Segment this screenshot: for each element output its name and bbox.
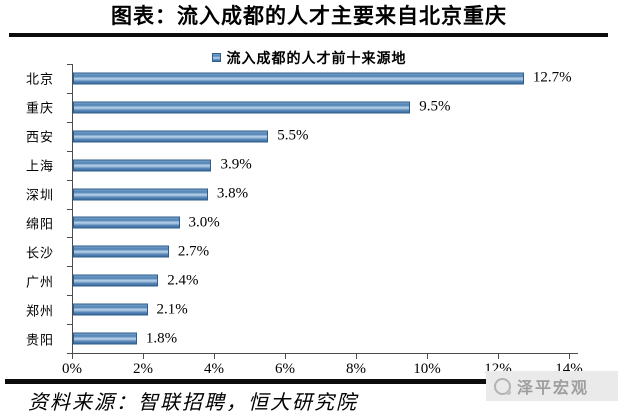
- bar-value-label: 3.0%: [188, 214, 220, 231]
- y-axis-label: 北京: [25, 71, 54, 87]
- bar-value-label: 3.9%: [220, 156, 252, 173]
- bar-value-label: 2.7%: [177, 243, 210, 260]
- y-axis-label: 贵阳: [25, 332, 54, 348]
- x-tick-label: 6%: [275, 361, 295, 377]
- x-tick-label: 10%: [413, 361, 441, 377]
- bar: [73, 101, 411, 114]
- bar: [73, 130, 269, 143]
- x-tick-label: 2%: [133, 361, 153, 377]
- bar: [73, 159, 212, 172]
- x-tick: [498, 354, 499, 359]
- page-title: 图表：流入成都的人才主要来自北京重庆: [111, 4, 507, 28]
- legend-swatch-icon: [211, 53, 221, 62]
- y-axis-label: 长沙: [25, 245, 54, 261]
- y-axis-label: 广州: [25, 274, 54, 290]
- bar-row: 12.7%: [73, 64, 572, 93]
- y-tick: [67, 179, 72, 181]
- bar: [73, 245, 169, 258]
- bar-value-label: 1.8%: [145, 330, 178, 347]
- bar-value-label: 9.5%: [419, 98, 451, 115]
- bar: [73, 72, 524, 85]
- legend-label: 流入成都的人才前十来源地: [226, 51, 407, 67]
- y-axis-label: 绵阳: [25, 216, 54, 232]
- title-divider: [9, 33, 608, 37]
- bar-value-label: 2.1%: [156, 301, 188, 318]
- y-tick: [67, 92, 72, 94]
- footer-divider: [5, 379, 609, 384]
- bar: [73, 188, 208, 201]
- y-tick: [67, 237, 72, 239]
- bar-row: 3.9%: [73, 151, 252, 180]
- y-axis-label: 重庆: [25, 100, 54, 116]
- y-axis-label: 西安: [25, 129, 54, 145]
- x-axis-line: [72, 353, 578, 354]
- x-tick: [214, 354, 215, 359]
- x-tick: [143, 354, 144, 359]
- y-tick: [67, 121, 72, 123]
- y-axis-label: 郑州: [25, 303, 54, 319]
- bar-value-label: 2.4%: [167, 272, 199, 289]
- chart-legend: 流入成都的人才前十来源地: [0, 49, 618, 67]
- bar-row: 3.8%: [73, 180, 248, 209]
- bar: [73, 332, 137, 345]
- bar-rows: 12.7% 9.5% 5.5% 3.9% 3.8% 3.0% 2.7% 2.4% 2.1% 1.8…: [73, 64, 618, 353]
- y-tick: [67, 208, 72, 210]
- y-tick: [67, 324, 72, 326]
- y-axis-label: 深圳: [25, 187, 54, 203]
- y-tick: [67, 64, 72, 65]
- x-tick: [356, 354, 357, 359]
- watermark-logo-icon: [494, 377, 511, 395]
- bar-row: 5.5%: [73, 122, 309, 151]
- bar-value-label: 5.5%: [277, 127, 309, 144]
- bar-row: 9.5%: [73, 93, 451, 122]
- x-tick-label: 0%: [62, 361, 82, 377]
- y-tick: [67, 353, 72, 354]
- bar-row: 1.8%: [73, 324, 177, 353]
- x-tick: [285, 354, 286, 359]
- bar-row: 2.7%: [73, 237, 209, 266]
- y-axis-label: 上海: [25, 158, 54, 174]
- x-tick: [72, 354, 73, 359]
- bar-value-label: 12.7%: [532, 69, 572, 86]
- watermark-text: 泽平宏观: [517, 380, 590, 397]
- x-tick: [569, 354, 570, 359]
- y-axis-line: [72, 64, 73, 354]
- x-tick: [427, 354, 428, 359]
- bar-row: 2.1%: [73, 295, 188, 324]
- y-tick: [67, 150, 72, 152]
- bar-value-label: 3.8%: [216, 185, 249, 202]
- watermark-badge: 泽平宏观: [486, 371, 618, 401]
- bar: [73, 216, 180, 229]
- bar: [73, 274, 159, 287]
- x-tick-label: 8%: [346, 361, 366, 377]
- bar-row: 2.4%: [73, 266, 198, 295]
- y-tick: [67, 266, 72, 268]
- bar: [73, 303, 148, 316]
- bar-chart: 北京重庆西安上海深圳绵阳长沙广州郑州贵阳 12.7% 9.5% 5.5% 3.9% 3.…: [0, 64, 618, 377]
- x-tick-label: 4%: [204, 361, 224, 377]
- y-tick: [67, 295, 72, 297]
- source-note: 资料来源：智联招聘，恒大研究院: [28, 392, 358, 414]
- bar-row: 3.0%: [73, 208, 220, 237]
- y-axis-labels: 北京重庆西安上海深圳绵阳长沙广州郑州贵阳: [0, 64, 58, 353]
